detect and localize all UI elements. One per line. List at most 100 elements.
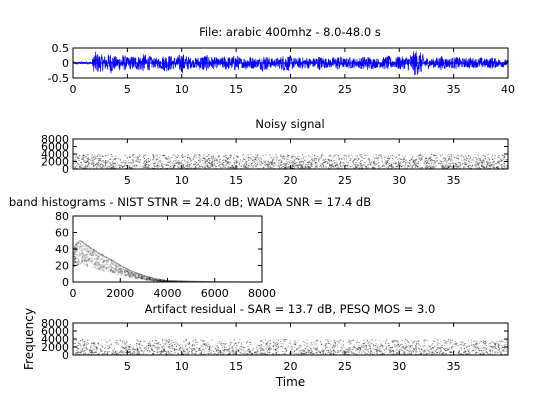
hist-texture-point — [117, 266, 120, 268]
noisy-texture-point — [147, 157, 149, 159]
noisy-texture-point — [136, 158, 138, 160]
noisy-texture-point — [297, 157, 299, 159]
noisy-texture-point — [193, 164, 195, 166]
noisy-texture-point — [373, 161, 375, 163]
noisy-texture-point — [365, 166, 367, 168]
hist-texture-point — [160, 279, 162, 281]
residual-texture-point — [153, 353, 155, 355]
noisy-texture-point — [411, 158, 413, 160]
noisy-texture-point — [227, 162, 229, 164]
hist-texture-point — [114, 271, 116, 273]
noisy-texture-point — [162, 163, 165, 165]
noisy-texture-point — [210, 166, 212, 168]
noisy-texture-point — [197, 159, 200, 161]
noisy-texture-point — [323, 162, 325, 163]
noisy-axes-box — [72, 138, 509, 170]
noisy-texture-point — [247, 157, 249, 158]
hist-texture-point — [154, 279, 157, 281]
noisy-texture-point — [113, 159, 115, 161]
noisy-texture-point — [496, 167, 498, 168]
hist-texture-point — [157, 278, 159, 281]
noisy-texture-point — [356, 165, 359, 167]
noisy-texture-point — [360, 167, 362, 169]
noisy-texture-point — [130, 162, 132, 164]
hist-texture-point — [139, 273, 141, 276]
noisy-texture-point — [101, 164, 104, 166]
noisy-texture-point — [113, 163, 115, 165]
hist-ytick-label: 40 — [55, 243, 69, 256]
noisy-texture-point — [195, 154, 197, 156]
residual-texture-point — [484, 348, 486, 350]
noisy-texture-point — [197, 163, 199, 165]
noisy-texture-point — [132, 155, 134, 157]
residual-texture-point — [378, 348, 380, 350]
hist-texture-point — [113, 270, 115, 272]
noisy-texture-point — [491, 164, 493, 166]
noisy-texture-point — [212, 156, 214, 158]
hist-texture-point — [73, 260, 76, 262]
noisy-texture-point — [75, 162, 77, 164]
residual-texture-point — [229, 353, 231, 355]
hist-texture-point — [164, 280, 167, 282]
noisy-texture-point — [394, 167, 397, 169]
noisy-texture-point — [82, 159, 84, 160]
noisy-texture-point — [424, 160, 426, 162]
noisy-texture-point — [210, 164, 212, 166]
noisy-texture-point — [357, 165, 359, 166]
hist-texture-point — [76, 243, 78, 245]
noisy-texture-point — [412, 161, 414, 163]
noisy-texture-point — [114, 158, 116, 160]
noisy-texture-point — [245, 155, 247, 157]
noisy-texture-point — [395, 166, 398, 168]
residual-texture-point — [137, 353, 139, 355]
noisy-texture-point — [125, 161, 127, 163]
residual-texture-point — [147, 347, 149, 349]
noisy-texture-point — [398, 155, 400, 157]
hist-texture-point — [147, 279, 149, 281]
hist-texture-point — [76, 263, 78, 265]
noisy-texture-point — [312, 164, 314, 166]
hist-texture-point — [124, 274, 126, 276]
noisy-texture-point — [190, 158, 193, 160]
noisy-texture-point — [98, 160, 100, 162]
noisy-texture-point — [309, 166, 312, 168]
hist-texture-point — [118, 268, 121, 270]
hist-texture-point — [105, 266, 108, 269]
residual-texture-point — [76, 352, 78, 354]
noisy-texture-point — [235, 162, 237, 164]
noisy-texture-point — [74, 162, 76, 164]
hist-texture-point — [138, 274, 140, 276]
noisy-texture-point — [284, 166, 287, 168]
hist-texture-point — [73, 253, 76, 256]
residual-texture-point — [499, 351, 501, 353]
noisy-texture-point — [110, 164, 112, 166]
hist-texture-point — [76, 245, 78, 247]
residual-texture-point — [361, 347, 363, 349]
noisy-texture-point — [388, 157, 391, 159]
noisy-texture-point — [173, 166, 175, 168]
noisy-texture-point — [151, 167, 153, 168]
noisy-texture-point — [112, 166, 114, 168]
noisy-texture-point — [465, 163, 467, 165]
noisy-texture-point — [104, 162, 106, 163]
residual-texture-point — [219, 350, 221, 352]
noisy-texture-point — [175, 162, 177, 164]
hist-texture-point — [74, 257, 76, 259]
noisy-texture-point — [85, 158, 87, 160]
noisy-texture-point — [242, 158, 244, 160]
noisy-texture-point — [501, 165, 503, 167]
residual-texture-point — [149, 351, 151, 353]
residual-texture-point — [271, 353, 273, 355]
noisy-texture-point — [167, 156, 170, 157]
noisy-texture-point — [475, 157, 477, 159]
noisy-texture-point — [284, 163, 286, 165]
hist-texture-point — [140, 277, 142, 280]
noisy-texture-point — [273, 158, 275, 160]
noisy-texture-point — [488, 162, 490, 164]
residual-texture-point — [254, 353, 257, 355]
noisy-texture-point — [318, 158, 320, 160]
noisy-texture-point — [416, 157, 418, 159]
hist-texture-point — [155, 280, 158, 282]
noisy-texture-point — [255, 166, 257, 168]
noisy-texture-point — [224, 162, 226, 164]
